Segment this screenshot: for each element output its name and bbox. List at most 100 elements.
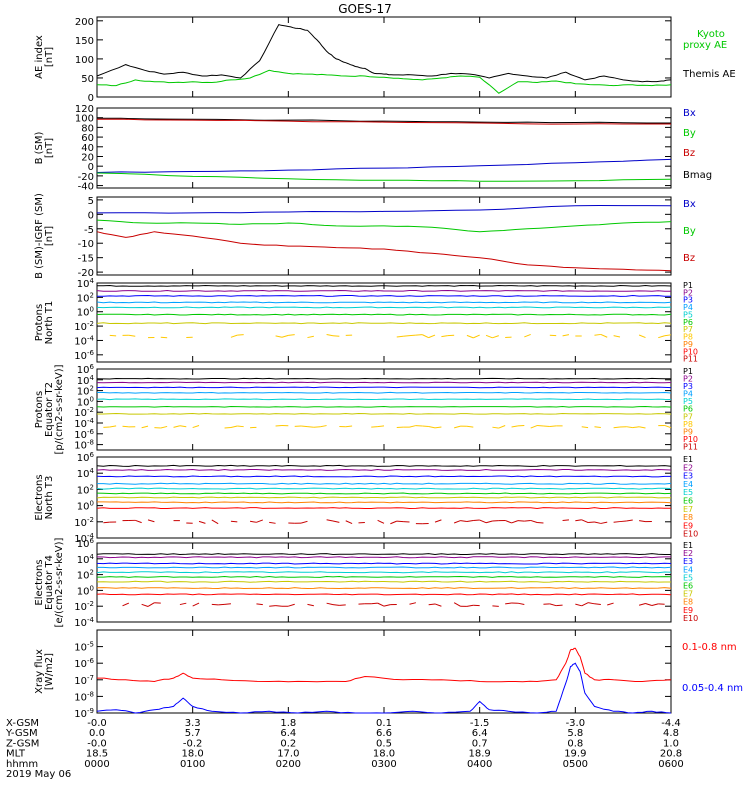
legend-e9: E9 bbox=[683, 521, 693, 530]
series-P8-segment bbox=[320, 425, 327, 428]
orbit-value: 0100 bbox=[180, 759, 205, 770]
series-E10-segment bbox=[434, 519, 442, 523]
series-P8-segment bbox=[632, 426, 640, 429]
series-E10-segment bbox=[549, 603, 557, 607]
legend-p2: P2 bbox=[683, 288, 693, 297]
orbit-value: 0.0 bbox=[89, 728, 105, 739]
y-axis-label: [p/(cm2-s-sr-keV)] bbox=[54, 364, 65, 454]
y-tick-label: 5 bbox=[88, 196, 94, 207]
panel-frame bbox=[96, 196, 672, 276]
y-tick-label: 10-6 bbox=[74, 657, 94, 670]
y-axis-label: North T1 bbox=[44, 301, 55, 345]
orbit-row-label: Z-GSM bbox=[6, 738, 39, 749]
series-P8-segment bbox=[122, 425, 129, 428]
legend-bx: Bx bbox=[683, 199, 696, 210]
series-p1-line bbox=[96, 377, 672, 380]
series-p4-line bbox=[96, 301, 672, 304]
series-E10-segment bbox=[638, 602, 646, 606]
legend-e1: E1 bbox=[683, 541, 693, 550]
legend-e4: E4 bbox=[683, 565, 693, 574]
series-E10-segment bbox=[377, 602, 385, 607]
y-axis-label: B (SM)-IGRF (SM) bbox=[34, 193, 45, 279]
series-E10-segment bbox=[517, 602, 525, 606]
series-P8-segment bbox=[530, 425, 538, 429]
series-E10-segment bbox=[556, 604, 563, 607]
series-e8-line bbox=[96, 587, 672, 590]
series-e7-line bbox=[96, 580, 671, 583]
series-e6-line bbox=[96, 492, 672, 495]
orbit-value: 0200 bbox=[276, 759, 301, 770]
series-P8-segment bbox=[160, 425, 168, 429]
series-bz-line bbox=[96, 118, 671, 125]
series-E10-segment bbox=[147, 602, 155, 607]
series-P8-segment bbox=[275, 335, 283, 338]
series-E10-segment bbox=[581, 602, 589, 607]
series-P8-segment bbox=[658, 335, 665, 339]
series-P8-segment bbox=[307, 335, 314, 339]
series-P8-segment bbox=[498, 425, 506, 429]
series-P8-segment bbox=[192, 425, 200, 429]
y-tick-label: 10-4 bbox=[74, 334, 94, 347]
legend-e5: E5 bbox=[683, 488, 693, 497]
series-E10-segment bbox=[511, 520, 519, 524]
y-tick-label: 104 bbox=[77, 277, 95, 290]
panel-frame bbox=[96, 282, 672, 363]
panel-ee: 10-4 10-2 100 102 104 106 Electrons Equator T4[… bbox=[34, 537, 698, 629]
series-P8-segment bbox=[128, 334, 136, 337]
orbit-value: 0.1 bbox=[376, 718, 392, 729]
series-E10-segment bbox=[460, 520, 467, 523]
series-E10-segment bbox=[524, 519, 531, 522]
orbit-value: 0.8 bbox=[567, 738, 583, 749]
orbit-value: 3.3 bbox=[185, 718, 201, 729]
legend-e10: E10 bbox=[683, 530, 698, 539]
series-E10-segment bbox=[479, 519, 487, 524]
legend-p9: P9 bbox=[683, 340, 693, 349]
series-e4-line bbox=[97, 566, 672, 569]
series-E10-segment bbox=[326, 602, 334, 606]
series-P8-segment bbox=[371, 426, 378, 428]
orbit-value: -0.2 bbox=[183, 738, 203, 749]
series-bx-line bbox=[96, 158, 672, 173]
series-p6-line bbox=[96, 313, 672, 316]
series-E10-segment bbox=[147, 519, 155, 523]
y-tick-label: 104 bbox=[77, 553, 95, 566]
y-axis-label: North T3 bbox=[44, 476, 55, 520]
series-E10-segment bbox=[639, 520, 646, 523]
series-P8-segment bbox=[230, 334, 238, 338]
series-p6-line bbox=[96, 405, 672, 408]
series-E10-segment bbox=[600, 521, 608, 524]
legend-e10: E10 bbox=[683, 614, 698, 623]
series-E10-segment bbox=[588, 602, 595, 605]
legend-p4: P4 bbox=[683, 390, 693, 399]
series-E10-segment bbox=[492, 605, 499, 607]
panel-frame bbox=[96, 368, 672, 451]
y-tick-label: -20 bbox=[78, 172, 94, 183]
series-E10-segment bbox=[409, 602, 417, 605]
legend-themis-ae: Themis AE bbox=[682, 69, 736, 80]
y-tick-label: 106 bbox=[77, 451, 95, 464]
legend-e4: E4 bbox=[683, 480, 693, 489]
orbit-value: -1.5 bbox=[470, 718, 490, 729]
y-tick-label: 0 bbox=[88, 162, 94, 173]
series-P8-segment bbox=[377, 425, 385, 428]
y-tick-label: 100 bbox=[77, 584, 94, 597]
series-p3-line bbox=[96, 386, 672, 389]
series-P8-segment bbox=[466, 334, 474, 339]
orbit-value: 0400 bbox=[467, 759, 492, 770]
series-E10-segment bbox=[103, 521, 110, 524]
legend-e9: E9 bbox=[683, 606, 693, 615]
series-P8-segment bbox=[345, 425, 353, 428]
series-e5-line bbox=[96, 571, 672, 574]
series-E10-segment bbox=[256, 519, 263, 523]
series-E10-segment bbox=[562, 519, 569, 521]
y-tick-label: 10-5 bbox=[74, 641, 94, 654]
orbit-value: 18.0 bbox=[373, 749, 395, 760]
y-axis-label: Electrons bbox=[34, 559, 45, 605]
series-E10-segment bbox=[428, 603, 436, 606]
series-e9-line bbox=[96, 593, 672, 596]
orbit-value: 1.8 bbox=[280, 718, 296, 729]
series-P8-segment bbox=[562, 334, 570, 337]
series-P8-segment bbox=[141, 425, 149, 429]
series-kyoto-proxy-ae-line bbox=[96, 69, 672, 94]
